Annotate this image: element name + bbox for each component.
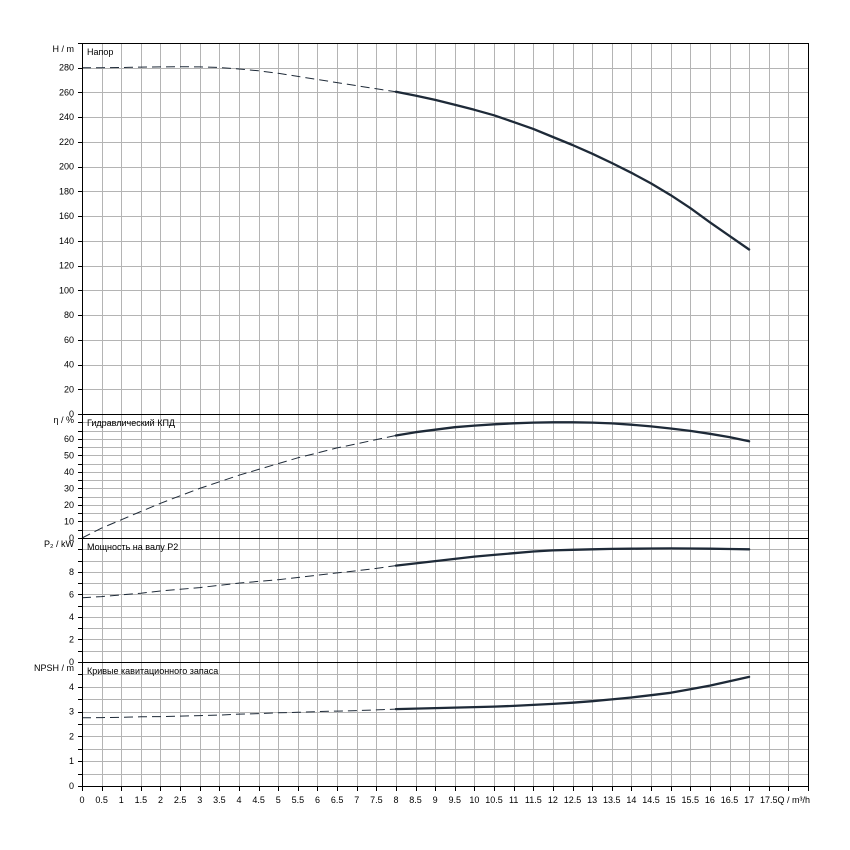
x-tick-label: 7.5 (370, 795, 383, 805)
y-tick-label: 200 (59, 162, 74, 172)
y-tick-label: 60 (64, 335, 74, 345)
y-tick-label: 240 (59, 112, 74, 122)
x-tick-label: 7 (354, 795, 359, 805)
y-tick-label: 220 (59, 137, 74, 147)
x-tick-label: 5.5 (292, 795, 305, 805)
x-tick-label: 12 (548, 795, 558, 805)
y-tick-label: 20 (64, 384, 74, 394)
y-tick-label: 80 (64, 310, 74, 320)
y-axis-label: P₂ / kW (44, 539, 74, 549)
x-tick-label: 13.5 (603, 795, 621, 805)
curve-npsh-dashed (81, 708, 396, 719)
x-tick-label: 0 (79, 795, 84, 805)
x-tick-label: 9.5 (449, 795, 462, 805)
x-tick-label: 16.5 (721, 795, 739, 805)
panel-npsh: 0 1 2 3 4 NPSH / m Кривые кавитационного запас… (34, 662, 808, 791)
x-tick-label: 11.5 (525, 795, 542, 805)
x-tick-label: 15.5 (682, 795, 700, 805)
x-tick-label: 3 (197, 795, 202, 805)
y-tick-label: 3 (69, 707, 74, 717)
y-tick-label: 20 (64, 500, 74, 510)
x-tick-label: 10 (469, 795, 479, 805)
x-tick-label: 10.5 (485, 795, 503, 805)
x-axis-label: Q / m³/h (777, 795, 810, 805)
x-tick-label: 1 (119, 795, 124, 805)
y-tick-label: 1 (69, 756, 74, 766)
y-tick-label: 30 (64, 483, 74, 493)
y-axis-label: η / % (53, 415, 74, 425)
curve-head-solid (394, 90, 751, 251)
y-tick-label: 10 (64, 516, 74, 526)
panel-title: Кривые кавитационного запаса (87, 666, 218, 676)
y-tick-label: 0 (69, 781, 74, 791)
y-tick-label: 8 (69, 567, 74, 577)
x-tick-label: 3.5 (213, 795, 226, 805)
y-axis-label: H / m (53, 44, 75, 54)
x-tick-label: 14 (626, 795, 636, 805)
x-tick-label: 4 (236, 795, 241, 805)
plot-frame (82, 43, 809, 787)
x-tick-label: 9 (433, 795, 438, 805)
x-tick-label: 8 (393, 795, 398, 805)
x-axis: 0 0.5 1 1.5 2 2.5 3 3.5 4 4.5 5 5.5 6 6.5 7 7.5 8 8.5 9 9.5… (79, 786, 810, 805)
x-tick-label: 6 (315, 795, 320, 805)
x-tick-label: 5 (276, 795, 281, 805)
x-tick-label: 6.5 (331, 795, 344, 805)
y-tick-label: 100 (59, 285, 74, 295)
y-tick-label: 0 (69, 657, 74, 667)
y-tick-label: 6 (69, 589, 74, 599)
y-tick-label: 50 (64, 450, 74, 460)
y-tick-label: 280 (59, 63, 74, 73)
curve-efficiency-dashed (81, 435, 397, 539)
x-tick-label: 16 (705, 795, 715, 805)
panel-head: 0 20 40 60 80 100 120 140 160 180 200 220 240 260 280 H… (53, 43, 808, 419)
y-tick-label: 260 (59, 87, 74, 97)
y-tick-label: 60 (64, 434, 74, 444)
y-tick-label: 0 (69, 409, 74, 419)
x-tick-label: 13 (587, 795, 597, 805)
y-tick-label: 120 (59, 261, 74, 271)
x-tick-label: 0.5 (95, 795, 108, 805)
y-tick-label: 0 (69, 533, 74, 543)
y-tick-label: 40 (64, 360, 74, 370)
x-tick-label: 17 (744, 795, 754, 805)
x-tick-label: 4.5 (252, 795, 265, 805)
x-tick-label: 8.5 (409, 795, 422, 805)
x-tick-label: 11 (509, 795, 518, 805)
x-tick-label: 17.5 (760, 795, 778, 805)
y-tick-label: 160 (59, 211, 74, 221)
y-tick-label: 180 (59, 186, 74, 196)
panel-power: 0 2 4 6 8 P₂ / kW Мощность на валу P2 (44, 538, 808, 667)
y-tick-label: 40 (64, 467, 74, 477)
x-tick-label: 15 (666, 795, 676, 805)
panel-title: Мощность на валу P2 (87, 542, 178, 552)
y-tick-label: 4 (69, 612, 74, 622)
y-axis-label: NPSH / m (34, 663, 74, 673)
x-tick-label: 12.5 (564, 795, 582, 805)
y-tick-label: 4 (69, 682, 74, 692)
y-tick-label: 140 (59, 236, 74, 246)
curve-npsh-solid (394, 675, 751, 711)
panel-efficiency: 0 10 20 30 40 50 60 η / % Гидравлический КПД (53, 414, 808, 543)
x-tick-label: 1.5 (135, 795, 148, 805)
curve-power-dashed (81, 565, 396, 599)
y-tick-label: 2 (69, 634, 74, 644)
x-tick-label: 2 (158, 795, 163, 805)
x-tick-label: 2.5 (174, 795, 187, 805)
curve-efficiency-solid (394, 421, 751, 443)
curve-head-dashed (82, 66, 396, 93)
panel-title: Гидравлический КПД (87, 418, 175, 428)
panel-title: Напор (87, 47, 113, 57)
x-tick-label: 14.5 (642, 795, 660, 805)
curve-power-solid (394, 547, 751, 567)
y-tick-label: 2 (69, 731, 74, 741)
